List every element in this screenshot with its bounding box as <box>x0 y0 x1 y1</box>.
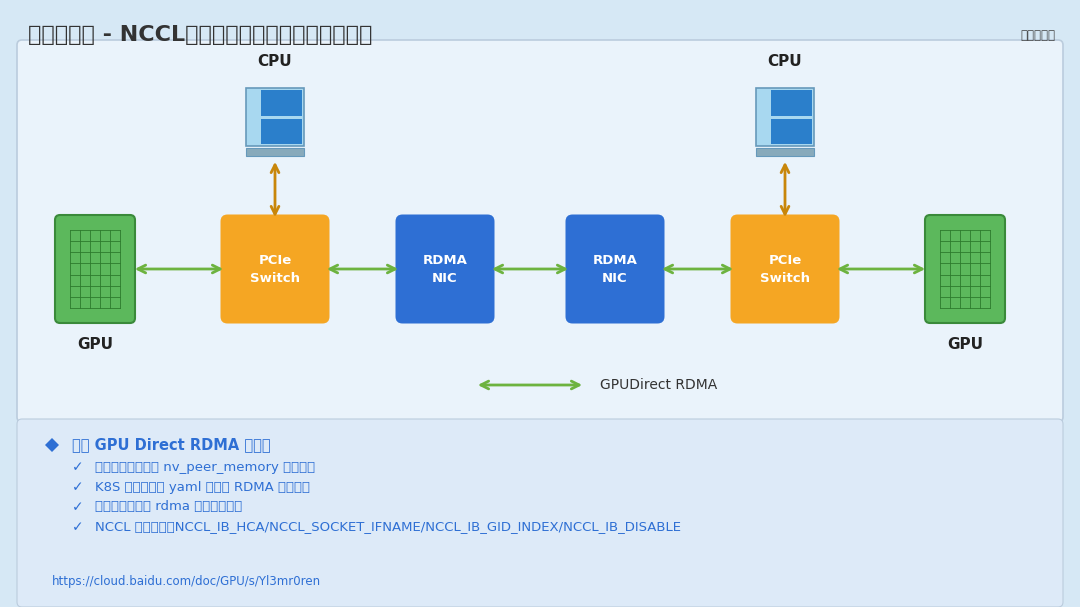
Text: 使能 GPU Direct RDMA 技术：: 使能 GPU Direct RDMA 技术： <box>72 438 271 452</box>
Text: RDMA
NIC: RDMA NIC <box>422 254 468 285</box>
Text: 容器镜像，安装 rdma 用户态驱动库: 容器镜像，安装 rdma 用户态驱动库 <box>95 501 242 514</box>
Text: PCIe
Switch: PCIe Switch <box>249 254 300 285</box>
Text: 宿主机，需要加载 nv_peer_memory 内核模块: 宿主机，需要加载 nv_peer_memory 内核模块 <box>95 461 315 473</box>
Text: GPU: GPU <box>947 337 983 352</box>
Text: CPU: CPU <box>258 54 293 69</box>
Text: NCCL 环境变量，NCCL_IB_HCA/NCCL_SOCKET_IFNAME/NCCL_IB_GID_INDEX/NCCL_IB_DISABLE: NCCL 环境变量，NCCL_IB_HCA/NCCL_SOCKET_IFNAME… <box>95 520 681 534</box>
FancyBboxPatch shape <box>276 118 302 144</box>
Text: K8S 调度，作业 yaml 中声明 RDMA 资源信息: K8S 调度，作业 yaml 中声明 RDMA 资源信息 <box>95 481 310 493</box>
FancyBboxPatch shape <box>786 90 812 115</box>
Text: GPUDirect RDMA: GPUDirect RDMA <box>600 378 717 392</box>
Text: PCIe
Switch: PCIe Switch <box>760 254 810 285</box>
Text: ✓: ✓ <box>72 460 83 474</box>
FancyBboxPatch shape <box>246 88 303 146</box>
FancyBboxPatch shape <box>55 215 135 323</box>
FancyBboxPatch shape <box>771 90 796 115</box>
Text: ✓: ✓ <box>72 520 83 534</box>
FancyBboxPatch shape <box>730 214 839 324</box>
Text: ✓: ✓ <box>72 500 83 514</box>
FancyBboxPatch shape <box>786 118 812 144</box>
FancyBboxPatch shape <box>395 214 495 324</box>
FancyBboxPatch shape <box>17 419 1063 607</box>
Text: CPU: CPU <box>768 54 802 69</box>
FancyBboxPatch shape <box>924 215 1005 323</box>
FancyBboxPatch shape <box>276 90 302 115</box>
FancyBboxPatch shape <box>566 214 664 324</box>
Text: RDMA
NIC: RDMA NIC <box>593 254 637 285</box>
FancyBboxPatch shape <box>771 118 796 144</box>
FancyBboxPatch shape <box>756 148 814 156</box>
Text: 通信库优化 - NCCL，充分使能通信库层面优化能力: 通信库优化 - NCCL，充分使能通信库层面优化能力 <box>28 25 373 45</box>
Text: https://cloud.baidu.com/doc/GPU/s/Yl3mr0ren: https://cloud.baidu.com/doc/GPU/s/Yl3mr0… <box>52 575 321 589</box>
FancyBboxPatch shape <box>220 214 329 324</box>
FancyBboxPatch shape <box>260 118 286 144</box>
Text: 百度智能云: 百度智能云 <box>1020 29 1055 41</box>
Text: GPU: GPU <box>77 337 113 352</box>
FancyBboxPatch shape <box>260 90 286 115</box>
Text: ✓: ✓ <box>72 480 83 494</box>
FancyBboxPatch shape <box>17 40 1063 422</box>
FancyBboxPatch shape <box>246 148 303 156</box>
FancyBboxPatch shape <box>756 88 814 146</box>
